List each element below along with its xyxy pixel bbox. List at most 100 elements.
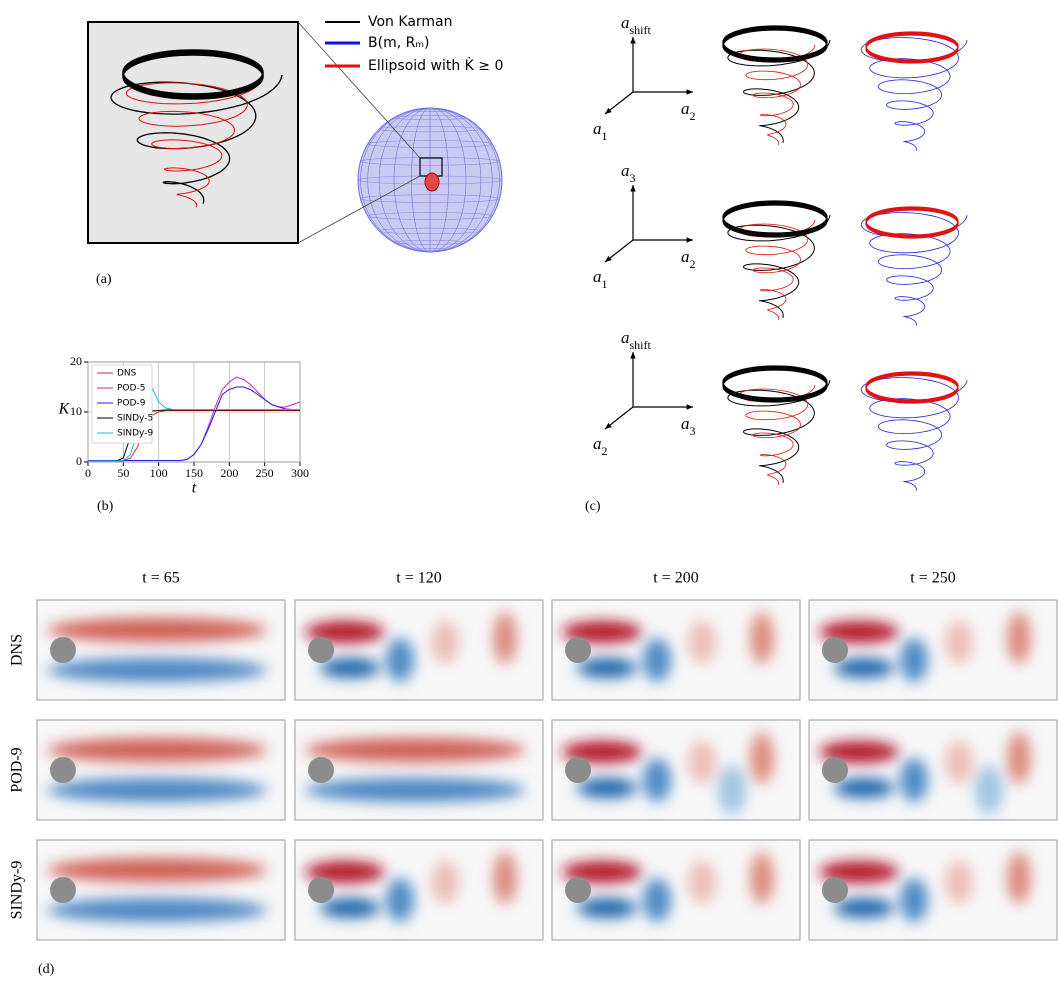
- vortex: [1007, 852, 1031, 904]
- panel-label: (d): [38, 962, 55, 977]
- x-axis-label: t: [192, 480, 197, 497]
- x-tick-label: 200: [220, 466, 238, 480]
- vortex: [834, 658, 894, 678]
- subscript: 3: [630, 171, 636, 185]
- y-axis-label: K: [58, 401, 71, 418]
- x-tick-label: 50: [117, 466, 129, 480]
- limit-cycle: [723, 202, 827, 234]
- y-tick-label: 0: [76, 454, 82, 468]
- vortex: [577, 778, 637, 798]
- flow-field: [37, 600, 285, 700]
- arrow-head: [687, 237, 693, 242]
- symbol: a: [681, 99, 690, 118]
- x-tick-label: 250: [256, 466, 274, 480]
- x-tick-label: 100: [150, 466, 168, 480]
- y-tick-label: 20: [70, 354, 82, 368]
- vortex: [431, 620, 459, 664]
- vortex: [577, 898, 637, 918]
- arrow-head: [630, 185, 635, 191]
- axis-symbol: a2: [681, 99, 696, 123]
- cylinder: [50, 637, 76, 663]
- vortex: [47, 898, 267, 922]
- flow-field: [552, 720, 800, 820]
- line-chart: 05010015020025030001020KtDNSPOD-5POD-9SI…: [58, 354, 309, 497]
- vortex: [718, 765, 746, 815]
- cylinder: [565, 757, 591, 783]
- cylinder: [50, 757, 76, 783]
- flow-field: [809, 600, 1057, 700]
- axis-symbol: a3: [681, 414, 696, 438]
- limit-cycle: [723, 29, 827, 61]
- legend-label: SINDy-9: [117, 429, 153, 439]
- cylinder: [822, 757, 848, 783]
- symbol: a: [681, 414, 690, 433]
- arrow-head: [687, 89, 693, 94]
- limit-cycle: [866, 33, 958, 61]
- vortex: [47, 858, 267, 882]
- limit-cycle: [723, 30, 827, 62]
- symbol: a: [681, 247, 690, 266]
- axis-symbol: ashift: [621, 13, 652, 37]
- arrow-head: [630, 37, 635, 43]
- axis-symbol: a2: [681, 247, 696, 271]
- cylinder: [50, 877, 76, 903]
- vortex: [945, 620, 973, 664]
- vortex: [643, 878, 671, 922]
- column-title: t = 120: [396, 570, 441, 587]
- limit-cycle: [723, 201, 827, 233]
- flow-field: [37, 840, 285, 940]
- axis-symbol: a1: [593, 119, 608, 143]
- symbol: a: [621, 328, 630, 347]
- symbol: a: [593, 434, 602, 453]
- figure: Von Karman B(m, Rₘ) Ellipsoid with K̇ ≥ …: [0, 0, 1058, 990]
- vortex: [750, 732, 774, 784]
- x-tick-label: 0: [85, 466, 91, 480]
- flow-field: [37, 720, 285, 820]
- limit-cycle: [723, 369, 827, 401]
- vortex: [688, 620, 716, 664]
- cylinder: [308, 757, 334, 783]
- limit-cycle: [866, 208, 958, 236]
- cylinder: [308, 877, 334, 903]
- vortex: [750, 852, 774, 904]
- vortex: [47, 658, 267, 682]
- vortex: [305, 738, 525, 762]
- vortex: [900, 878, 928, 922]
- vortex: [900, 758, 928, 802]
- vortex: [47, 618, 267, 642]
- flow-field: [295, 720, 543, 820]
- vortex: [493, 612, 517, 664]
- vortex: [386, 878, 414, 922]
- limit-cycle: [723, 204, 827, 236]
- vortex: [320, 658, 380, 678]
- cylinder: [565, 637, 591, 663]
- vortex: [1007, 732, 1031, 784]
- limit-cycle: [866, 207, 958, 235]
- vortex: [688, 860, 716, 904]
- limit-cycle: [866, 373, 958, 401]
- arrow-head: [630, 352, 635, 358]
- limit-cycle: [866, 372, 958, 400]
- flow-field: [552, 840, 800, 940]
- limit-cycle: [723, 367, 827, 399]
- ellipsoid: [425, 173, 439, 191]
- row-label: SINDy-9: [9, 861, 26, 920]
- flow-field: [295, 600, 543, 700]
- column-title: t = 65: [142, 570, 179, 587]
- legend-label: Von Karman: [368, 14, 453, 30]
- axis-symbol: a1: [593, 267, 608, 291]
- flow-field: [295, 840, 543, 940]
- vortex: [47, 738, 267, 762]
- symbol: a: [593, 267, 602, 286]
- subscript: shift: [630, 338, 652, 352]
- cylinder: [822, 637, 848, 663]
- flow-field: [552, 600, 800, 700]
- axis-symbol: a3: [621, 161, 636, 185]
- vortex: [1007, 612, 1031, 664]
- limit-cycle: [723, 27, 827, 59]
- vortex: [47, 778, 267, 802]
- vortex: [750, 612, 774, 664]
- flow-field: [809, 840, 1057, 940]
- legend-label: POD-9: [117, 399, 146, 409]
